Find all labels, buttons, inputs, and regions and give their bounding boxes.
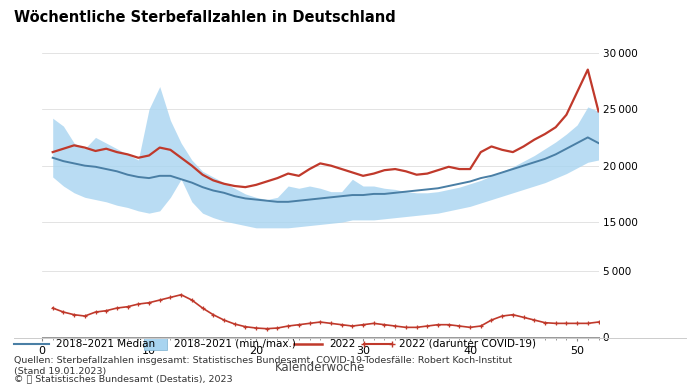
Text: 2022 (darunter COVID-19): 2022 (darunter COVID-19) [399,339,536,349]
X-axis label: Kalenderwoche: Kalenderwoche [275,360,365,374]
Text: © 📊 Statistisches Bundesamt (Destatis), 2023: © 📊 Statistisches Bundesamt (Destatis), … [14,374,232,383]
Text: 2018–2021 (min./max.): 2018–2021 (min./max.) [174,339,296,349]
Text: Quellen: Sterbefallzahlen insgesamt: Statistisches Bundesamt, COVID-19-Todesfäll: Quellen: Sterbefallzahlen insgesamt: Sta… [14,356,512,376]
Text: Wöchentliche Sterbefallzahlen in Deutschland: Wöchentliche Sterbefallzahlen in Deutsch… [14,10,395,25]
Text: 2022: 2022 [329,339,356,349]
Bar [144,338,167,350]
Text: 2018–2021 Median: 2018–2021 Median [56,339,155,349]
